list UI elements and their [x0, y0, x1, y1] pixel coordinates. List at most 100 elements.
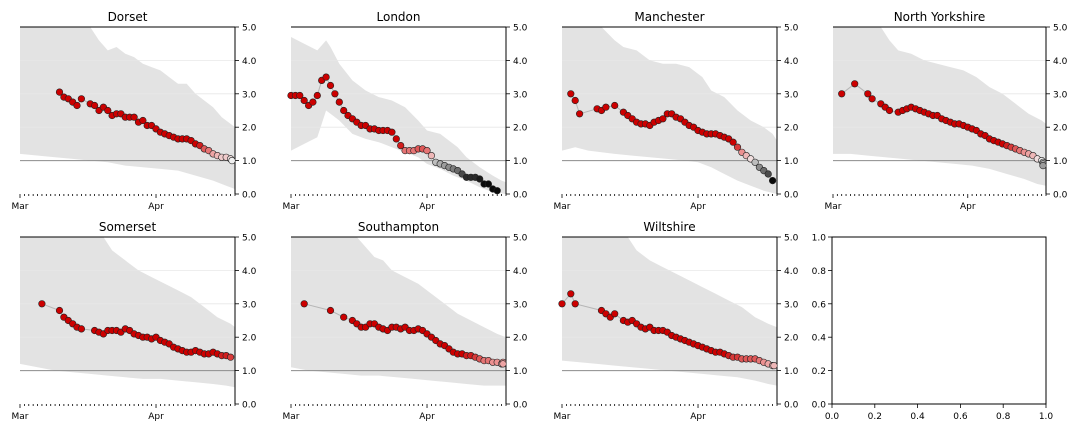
y-tick-label: 0.0 — [812, 401, 827, 411]
y-tick-label: 1.0 — [242, 367, 257, 377]
y-tick-label: 0.0 — [242, 401, 257, 411]
uncertainty-band — [20, 237, 235, 388]
y-tick-label: 0.0 — [784, 401, 799, 411]
subplot-3: Mar Apr 0.0 1.0 2.0 3.0 4.0 5.0 Manchester — [554, 10, 799, 212]
x-tick-label: Apr — [690, 202, 706, 212]
subplot-1: Mar Apr 0.0 1.0 2.0 3.0 4.0 5.0 Dorset — [12, 10, 257, 212]
data-point — [659, 115, 667, 123]
y-tick-label: 0.0 — [784, 191, 799, 201]
x-tick-label: Mar — [825, 202, 842, 212]
data-point — [751, 158, 759, 166]
y-tick-label: 5.0 — [784, 24, 799, 34]
y-tick-label: 1.0 — [513, 367, 528, 377]
y-tick-label: 3.0 — [242, 90, 257, 100]
data-point — [392, 135, 400, 143]
data-point — [476, 175, 484, 183]
data-point — [309, 98, 317, 106]
data-point — [768, 177, 777, 185]
y-tick-label: 2.0 — [1053, 124, 1068, 134]
data-point — [611, 310, 619, 318]
y-tick-label: 4.0 — [1053, 57, 1068, 67]
x-tick-label: Mar — [283, 412, 300, 422]
data-point — [335, 98, 343, 106]
y-tick-label: 4.0 — [513, 57, 528, 67]
x-tick-label: Mar — [554, 412, 571, 422]
y-tick-label: 3.0 — [784, 300, 799, 310]
subplot-5: Mar Apr 0.0 1.0 2.0 3.0 4.0 5.0 Somerset — [12, 220, 257, 422]
data-point — [571, 300, 579, 308]
data-point — [427, 152, 436, 160]
data-point — [322, 73, 330, 81]
subplot-8: 0.0 0.2 0.4 0.6 0.8 1.0 0.0 0.2 0.4 0.6 0.8 1.0 — [812, 234, 1054, 423]
data-point — [764, 170, 772, 178]
data-point — [77, 325, 85, 333]
y-tick-label: 4.0 — [784, 57, 799, 67]
data-point — [611, 101, 619, 110]
x-tick-label: Apr — [148, 412, 164, 422]
y-tick-label: 1.0 — [1053, 157, 1068, 167]
data-point — [499, 360, 507, 368]
y-tick-label: 5.0 — [513, 24, 528, 34]
data-point — [296, 91, 304, 100]
y-tick-label: 2.0 — [513, 124, 528, 134]
x-tick-label: 0.6 — [953, 412, 968, 422]
data-point — [851, 80, 859, 88]
data-point — [227, 353, 235, 361]
data-point — [388, 128, 396, 136]
subplot-title: London — [377, 10, 421, 24]
x-tick-label: 0.4 — [910, 412, 925, 422]
y-tick-label: 0.0 — [513, 191, 528, 201]
uncertainty-band — [833, 27, 1046, 186]
y-tick-label: 5.0 — [242, 24, 257, 34]
y-tick-label: 5.0 — [784, 234, 799, 244]
subplot-title: Wiltshire — [643, 220, 695, 234]
subplot-title: North Yorkshire — [894, 10, 986, 24]
x-tick-label: Apr — [419, 412, 435, 422]
data-point — [770, 362, 778, 370]
y-tick-label: 1.0 — [784, 157, 799, 167]
data-point — [300, 96, 308, 105]
data-point — [571, 96, 579, 105]
y-tick-label: 0.0 — [1053, 191, 1068, 201]
data-point — [397, 142, 405, 150]
data-point — [558, 300, 566, 308]
data-point — [104, 106, 112, 115]
x-tick-label: Apr — [690, 412, 706, 422]
y-tick-label: 3.0 — [1053, 90, 1068, 100]
x-tick-label: 0.8 — [996, 412, 1011, 422]
data-point — [228, 157, 236, 165]
uncertainty-band — [291, 37, 506, 194]
data-point — [55, 306, 64, 315]
y-tick-label: 0.2 — [812, 367, 826, 377]
data-point — [331, 90, 339, 98]
data-point — [130, 113, 138, 121]
data-point — [838, 90, 846, 98]
subplot-6: Mar Apr 0.0 1.0 2.0 3.0 4.0 5.0 Southampton — [283, 220, 528, 422]
x-tick-label: Mar — [283, 202, 300, 212]
y-tick-label: 3.0 — [513, 90, 528, 100]
y-tick-label: 0.0 — [513, 401, 528, 411]
data-point — [77, 95, 85, 103]
y-tick-label: 1.0 — [513, 157, 528, 167]
y-tick-label: 3.0 — [784, 90, 799, 100]
y-tick-label: 2.0 — [784, 334, 799, 344]
y-tick-label: 3.0 — [513, 300, 528, 310]
data-point — [300, 300, 308, 308]
y-tick-label: 0.6 — [812, 300, 827, 310]
subplot-4: Mar Apr 0.0 1.0 2.0 3.0 4.0 5.0 North Yorkshire — [825, 10, 1068, 212]
x-tick-label: Mar — [12, 412, 29, 422]
subplot-title: Dorset — [108, 10, 148, 24]
y-tick-label: 5.0 — [242, 234, 257, 244]
data-point — [313, 91, 321, 100]
data-point — [864, 90, 872, 98]
x-tick-label: Apr — [960, 202, 976, 212]
subplot-2: Mar Apr 0.0 1.0 2.0 3.0 4.0 5.0 London — [283, 10, 528, 212]
x-tick-label: 0.2 — [868, 412, 882, 422]
y-tick-label: 1.0 — [784, 367, 799, 377]
x-tick-label: 0.0 — [825, 412, 840, 422]
data-point — [575, 110, 584, 118]
data-point — [885, 106, 894, 115]
x-tick-label: Mar — [554, 202, 571, 212]
x-tick-label: Apr — [419, 202, 435, 212]
